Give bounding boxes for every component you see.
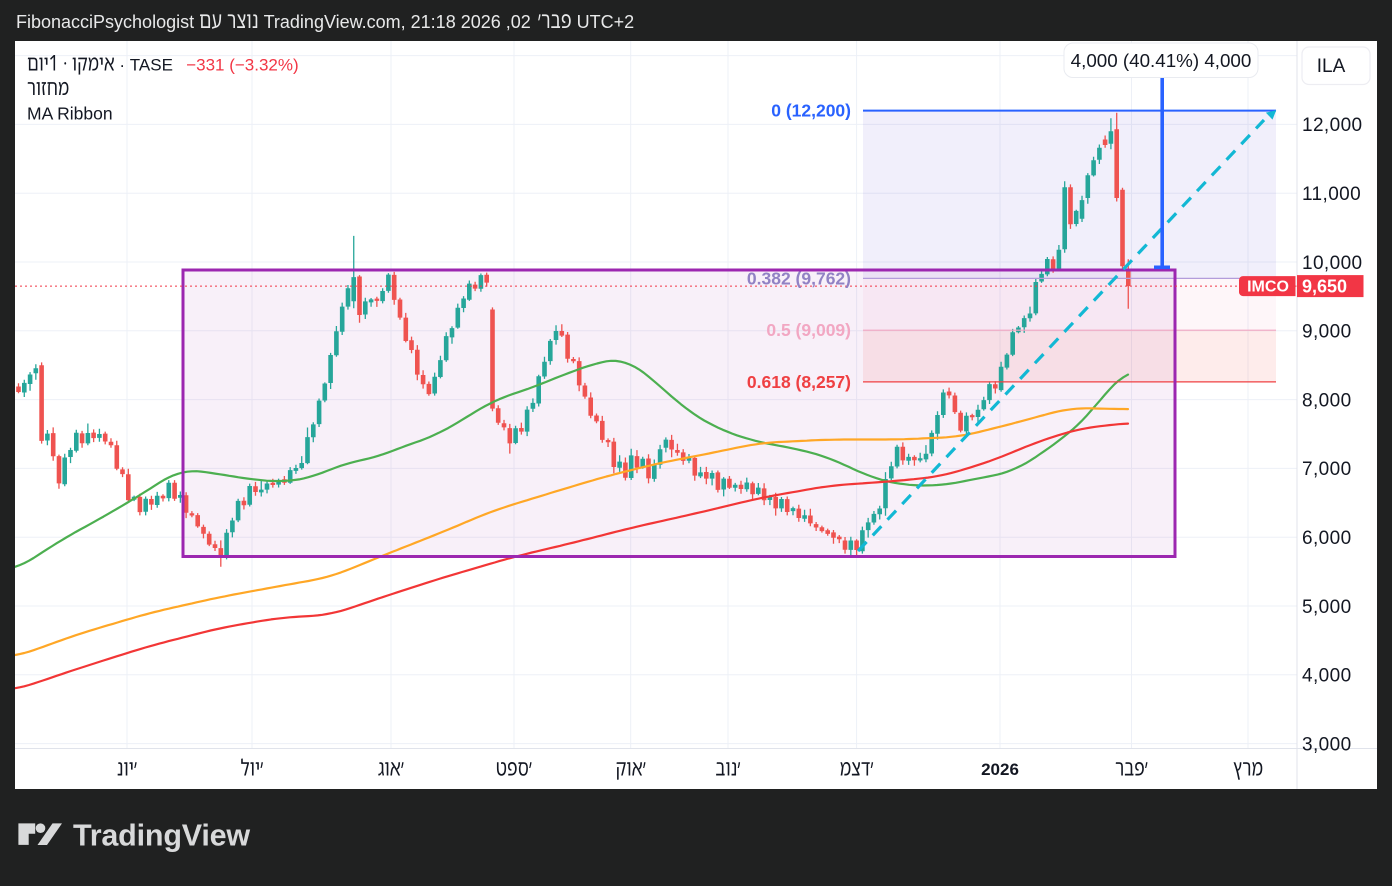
svg-text:IMCO: IMCO <box>1247 279 1289 296</box>
svg-text:3,000: 3,000 <box>1302 734 1352 755</box>
svg-text:5,000: 5,000 <box>1302 597 1352 618</box>
svg-text:6,000: 6,000 <box>1302 528 1352 549</box>
svg-text:TradingView: TradingView <box>73 819 250 853</box>
svg-text:ILA: ILA <box>1317 56 1346 77</box>
svg-text:0.5 (9,009): 0.5 (9,009) <box>766 320 851 340</box>
svg-text:12,000: 12,000 <box>1302 115 1363 136</box>
svg-text:FibonacciPsychologist: FibonacciPsychologist <box>16 12 194 32</box>
svg-text:9,000: 9,000 <box>1302 322 1352 343</box>
svg-text:10,000: 10,000 <box>1302 253 1363 274</box>
svg-text:−331 (−3.32%): −331 (−3.32%) <box>186 56 298 75</box>
svg-text:8,000: 8,000 <box>1302 390 1352 411</box>
svg-text:2026: 2026 <box>981 760 1019 779</box>
svg-text:4,000: 4,000 <box>1302 666 1352 687</box>
svg-text:4,000 (40.41%) 4,000: 4,000 (40.41%) 4,000 <box>1071 50 1252 71</box>
svg-text:0.382 (9,762): 0.382 (9,762) <box>747 268 851 288</box>
svg-text:0 (12,200): 0 (12,200) <box>771 101 851 121</box>
svg-text:7,000: 7,000 <box>1302 459 1352 480</box>
svg-text:0.618 (8,257): 0.618 (8,257) <box>747 372 851 392</box>
svg-text:9,650: 9,650 <box>1302 276 1347 296</box>
svg-text:UTC+2: UTC+2 <box>577 12 635 32</box>
svg-text:MA Ribbon: MA Ribbon <box>27 104 113 124</box>
svg-text:11,000: 11,000 <box>1302 184 1361 205</box>
svg-text:· TASE: · TASE <box>119 56 173 75</box>
svg-text:TradingView.com, 21:18 2026 ,0: TradingView.com, 21:18 2026 ,02 <box>264 12 531 32</box>
